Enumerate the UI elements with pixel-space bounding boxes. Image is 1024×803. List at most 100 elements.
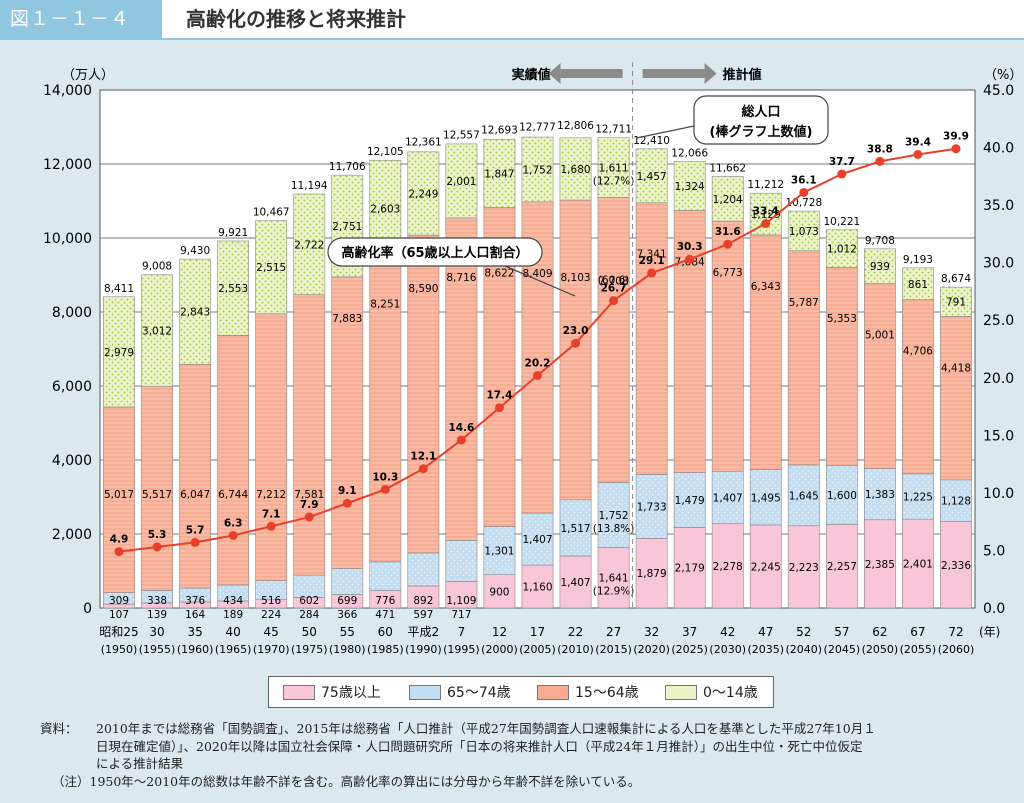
x-tick-label: 55 [340,625,355,639]
bar-label-15-64: 7,883 [332,313,362,325]
figure-title: 高齢化の推移と将来推計 [186,7,406,31]
bar-total-label: 12,361 [405,137,442,149]
bar-segment-0-14 [902,267,934,301]
bar-label-0-14: 2,553 [218,283,248,295]
legend-swatch-15-64 [537,685,569,700]
bar-label-0-14: 2,979 [104,347,134,359]
bar-label-0-14: 1,073 [789,226,819,238]
aging-rate-label: 12.1 [410,451,436,463]
bar-segment-15-64 [179,363,212,589]
arrow-right-icon [704,63,717,84]
bar-label-75-plus: 1,407 [561,577,591,589]
aging-rate-label: 7.1 [262,508,281,520]
bar-total-label: 11,212 [747,179,784,191]
bar-segment-15-64 [635,202,668,475]
bar-label-0-14: 3,012 [142,326,172,338]
x-year-label: (2050) [862,643,899,656]
bar-label-65-74: 1,301 [484,546,514,558]
source-prefix: 資料： [40,721,78,736]
bar-label-0-14: 861 [908,279,928,291]
x-tick-label: 32 [644,625,659,639]
bar-segment-0-14 [483,138,516,208]
x-year-label: (1980) [329,643,366,656]
bar-label-15-64: 8,590 [408,283,438,295]
bar-label-0-14: 1,680 [561,164,591,176]
rate-callout-pointer [504,265,576,297]
x-year-label: (2060) [938,643,975,656]
bar-segment-15-64 [825,266,858,466]
x-year-label: (1965) [215,643,252,656]
bar-total-label: 11,194 [291,180,328,192]
bar-label-65-74: 516 [261,595,281,607]
bar-segment-65-74 [635,474,668,539]
bar-label-65-74: 776 [375,595,395,607]
bar-total-label: 12,557 [443,129,480,141]
bar-label-65-74: 1,645 [789,490,819,502]
bar-label-15-64: 7,212 [256,489,286,501]
bar-segment-0-14 [217,240,250,336]
bar-label-65-74: 1,407 [713,493,743,505]
bar-label-65-74: 434 [223,595,243,607]
aging-rate-point [456,435,466,445]
bar-label-15-64: 5,787 [789,297,819,309]
bar-label-0-14: 939 [870,261,890,273]
x-year-label: (2005) [519,643,556,656]
aging-rate-point [761,219,771,229]
bar-segment-65-74 [407,552,440,587]
bar-label-15-64: 5,001 [865,330,895,342]
x-tick-label: 45 [264,625,279,639]
bar-segment-0-14 [825,229,858,268]
bar-segment-0-14 [787,210,820,252]
bar-label-65-74: 1,600 [827,490,857,502]
chart-legend: 75歳以上 65～74歳 15～64歳 0～14歳 [268,676,774,708]
x-year-label: (1960) [177,643,214,656]
bar-segment-75-plus [787,525,820,609]
aging-rate-point [647,268,657,278]
figure-number: 図１－１－４ [0,0,162,38]
x-year-label: (1985) [367,643,404,656]
bar-segment-15-64 [711,220,744,472]
bar-label-15-64: 5,017 [104,489,134,501]
right-tick-label: 15.0 [983,428,1014,444]
actual-arrow-bar [560,69,623,78]
bar-label-15-64: 5,517 [142,489,172,501]
bar-label-15-64: 8,251 [370,299,400,311]
bar-label-65-74: 1,479 [675,495,705,507]
footnote: （注）1950年～2010年の総数は年齢不詳を含む。高齢化率の算出には分母から年… [52,773,641,789]
x-year-label: (1975) [291,643,328,656]
bar-segment-65-74 [521,512,554,566]
total-callout-title: 総人口 [741,104,780,120]
x-year-label: (1955) [139,643,176,656]
aging-rate-point [418,464,428,474]
x-year-label: (1950) [101,643,138,656]
right-tick-label: 10.0 [983,486,1014,502]
bar-label-65-74: 1,752 [599,510,629,522]
bar-segment-15-64 [293,294,326,576]
arrow-left-icon [548,63,561,84]
right-tick-label: 25.0 [983,313,1014,329]
aging-rate-point [152,542,162,552]
left-axis-unit: （万人） [62,68,114,83]
bar-label-15-64: 8,622 [484,268,514,280]
bar-segment-65-74 [863,468,896,521]
bar-label-75-plus: 189 [223,609,243,621]
bar-segment-0-14 [940,286,972,317]
aging-rate-point [951,144,961,154]
bar-total-label: 9,008 [142,261,172,273]
x-year-label: (2035) [747,643,784,656]
bar-label-75-plus: 107 [109,609,129,621]
bar-label-15-64: 7,708 [599,275,629,287]
x-year-label: (2020) [633,643,670,656]
x-year-label: (2025) [671,643,708,656]
bar-label-0-14: 2,843 [180,307,210,319]
actual-label: 実績値 [512,67,551,83]
legend-swatch-65-74 [409,685,441,700]
left-tick-label: 14,000 [43,83,92,99]
bar-label-0-14: 2,603 [370,203,400,215]
legend-swatch-0-14 [665,685,697,700]
aging-rate-label: 20.2 [525,357,551,369]
bar-segment-75-plus [521,564,554,609]
bar-segment-75-plus [635,538,668,609]
right-tick-label: 35.0 [983,198,1014,214]
bar-total-label: 9,921 [218,227,248,239]
